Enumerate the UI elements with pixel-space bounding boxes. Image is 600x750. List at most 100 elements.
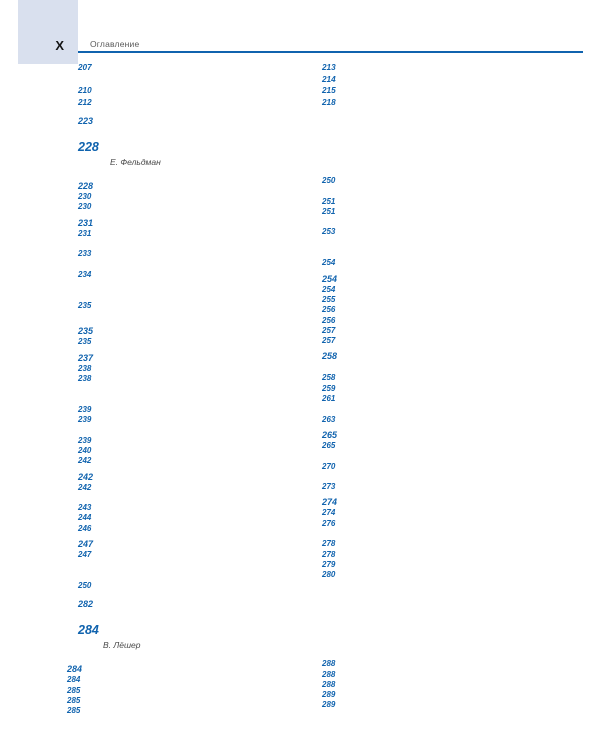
entry-page: 214: [322, 73, 548, 85]
entry-page: 207: [78, 62, 308, 85]
toc-entry: 10.1.4. Объективные проявления 285: [67, 706, 308, 717]
toc-entry: 9.2.4. Дистальная симметричная полиневро…: [78, 300, 308, 322]
toc-entry: 9.6. Воспалительные невропатии 247: [78, 539, 308, 551]
entry-page: 261: [322, 394, 548, 415]
entry-page: 288: [322, 669, 548, 680]
toc-entry: 9.8.3. Токсические невропатии: промышлен…: [322, 394, 548, 415]
toc-entry: 9.10.4. Невропатии при лимфомах и лейкоз…: [322, 549, 548, 560]
entry-page: 258: [322, 351, 548, 374]
toc-entry: 9.10.6. Полиневропатия и химиотерапия 28…: [322, 570, 548, 581]
entry-page: 289: [322, 700, 548, 711]
toc-entry: 8.4.13. Синдром переднего тарзального ка…: [322, 62, 548, 74]
entry-page: 238: [78, 373, 308, 405]
toc-entry: 8.4.15. Нервы стопы 215: [322, 85, 548, 97]
entry-page: 235: [78, 337, 308, 348]
entry-page: 213: [322, 62, 548, 74]
toc-entry: 9.10. Злокачественные опухоли и невропат…: [322, 497, 548, 509]
toc-entry: 10.1.9. Лабораторные исследования 289: [322, 700, 548, 711]
entry-page: 237: [78, 352, 308, 364]
entry-page: 285: [67, 706, 308, 717]
entry-page: 242: [78, 456, 308, 467]
toc-entry: 9.4.1. Невропатия при множественной миел…: [78, 363, 308, 374]
entry-page: 259: [322, 383, 548, 395]
literature-page: 282: [78, 599, 548, 611]
toc-entry: 9.6.4. Синдром Миллера—Фишера 251: [322, 196, 548, 207]
toc-entry: 9.4. Невропатии при парапротеинемиях 237: [78, 352, 308, 364]
toc-entry: 9.5.4. Лепра 246: [78, 523, 308, 535]
toc-entry: 10.1.7. Электрофизиологические исследова…: [322, 679, 548, 691]
toc-entry: 9.4.3. Макроглобулинемия Вальденстрема 2…: [78, 404, 308, 416]
toc-entry: 8.4.10. Большеберцовый нерв — задний бол…: [78, 62, 308, 85]
toc-column-left: 8.4.10. Большеберцовый нерв — задний бол…: [78, 62, 308, 108]
entry-page: 230: [78, 202, 308, 213]
toc-entry: 9.7.5. Тиаминовая невропатия 257: [322, 325, 548, 337]
entry-page: 263: [322, 414, 548, 425]
toc-entry: 9.8. Лекарственные и наркотические вещес…: [322, 351, 548, 374]
entry-page: 258: [322, 373, 548, 384]
chapter8-entries: 8.4.10. Большеберцовый нерв — задний бол…: [78, 62, 548, 108]
toc-column-right: 8.4.13. Синдром переднего тарзального ка…: [322, 62, 548, 108]
header-rule: [78, 51, 583, 53]
entry-page: 253: [322, 227, 548, 259]
toc-entry: 9.7.3. Пиридоксиновая невропатия 256: [322, 305, 548, 316]
toc-entry: 10.1.5. Миастенический криз 288: [322, 659, 548, 670]
toc-entry: 9.8.4. Токсические невропатии: металлы 2…: [322, 414, 548, 425]
entry-page: 279: [322, 559, 548, 571]
toc-entry: 10.1.3. Субъективные симптомы 285: [67, 695, 308, 707]
literature-page: 223: [78, 116, 548, 127]
toc-entry: 9.3. Системные заболевания 235: [78, 326, 308, 338]
entry-page: 254: [322, 273, 548, 285]
entry-page: 233: [78, 249, 308, 270]
toc-entry: 9.6.2. Острая моторная аксональная невро…: [78, 580, 308, 592]
toc-entry: 9.4.7. Невропатии критических состояний …: [78, 456, 308, 467]
entry-page: 250: [78, 580, 308, 592]
entry-page: 247: [78, 539, 308, 551]
toc-entry: 9.6.3. Острая моторная и сенсорная аксон…: [322, 176, 548, 197]
chapter-page: 284: [78, 623, 548, 639]
toc-entry: 10.1.6. Причины 288: [322, 669, 548, 680]
entry-page: 251: [322, 206, 548, 228]
toc-entry: 9.4.5. Невропатии при несистемных васкул…: [78, 435, 308, 446]
entry-page: 212: [78, 96, 308, 108]
entry-page: 276: [322, 518, 548, 540]
page-folio: X: [55, 38, 64, 53]
entry-page: 284: [67, 664, 308, 676]
toc-entry: 9.6.5. Хроническая воспалительная демиел…: [322, 206, 548, 228]
entry-page: 218: [322, 96, 548, 108]
entry-page: 228: [78, 181, 308, 192]
toc-entry: 9.1. Введение 228: [78, 181, 308, 192]
page-margin-box: X: [18, 0, 78, 64]
entry-page: 234: [78, 269, 308, 301]
entry-page: 278: [322, 549, 548, 560]
toc-entry: 9.7.4. Синдром Страхана 256: [322, 315, 548, 326]
running-head: Оглавление: [90, 39, 140, 49]
toc-entry: 9.2.1. Диабетическая дистальная симметри…: [78, 228, 308, 250]
toc-content: 8.4.10. Большеберцовый нерв — задний бол…: [67, 58, 548, 717]
toc-entry: 8.4.12. Синдром заднего тарзального кана…: [78, 96, 308, 108]
entry-page: 240: [78, 445, 308, 457]
entry-page: 278: [322, 539, 548, 550]
toc-column-left: 10.1. Миастения гравис 284 10.1.1. Эпиде…: [67, 659, 308, 717]
entry-page: 231: [78, 217, 308, 229]
chapter9-header: 9. Полиневропатии 228: [78, 140, 548, 155]
toc-entry: 9.6.6. Демиелинизирующая невропатия, выз…: [322, 227, 548, 259]
entry-page: 255: [322, 294, 548, 306]
toc-entry: 9.1.1. Анатомическое распределение 230: [78, 192, 308, 203]
toc-entry: 9.5. Инфекционные невропатии 242: [78, 471, 308, 483]
entry-page: 242: [78, 482, 308, 504]
entry-page: 254: [322, 284, 548, 295]
entry-page: 265: [322, 440, 548, 462]
toc-entry: 9.2.2. Диабетическая вегетативная полине…: [78, 249, 308, 270]
entry-page: 285: [67, 695, 308, 707]
toc-entry: 9.9.1. Наследственные моторные и сенсорн…: [322, 440, 548, 462]
toc-entry: 8.4.16. Опухоли периферических нервов 21…: [322, 96, 548, 108]
entry-page: 256: [322, 305, 548, 316]
toc-entry: 9.10.2. Моторная невропатия — синдром бо…: [322, 518, 548, 540]
entry-page: 246: [78, 523, 308, 535]
entry-page: 274: [322, 508, 548, 519]
toc-entry: 9.2. Метаболические заболевания 231: [78, 217, 308, 229]
entry-page: 284: [67, 675, 308, 686]
toc-entry: 9.3.1. Амилоидные невропатии 235: [78, 337, 308, 348]
toc-entry: 10.1. Миастения гравис 284: [67, 664, 308, 676]
